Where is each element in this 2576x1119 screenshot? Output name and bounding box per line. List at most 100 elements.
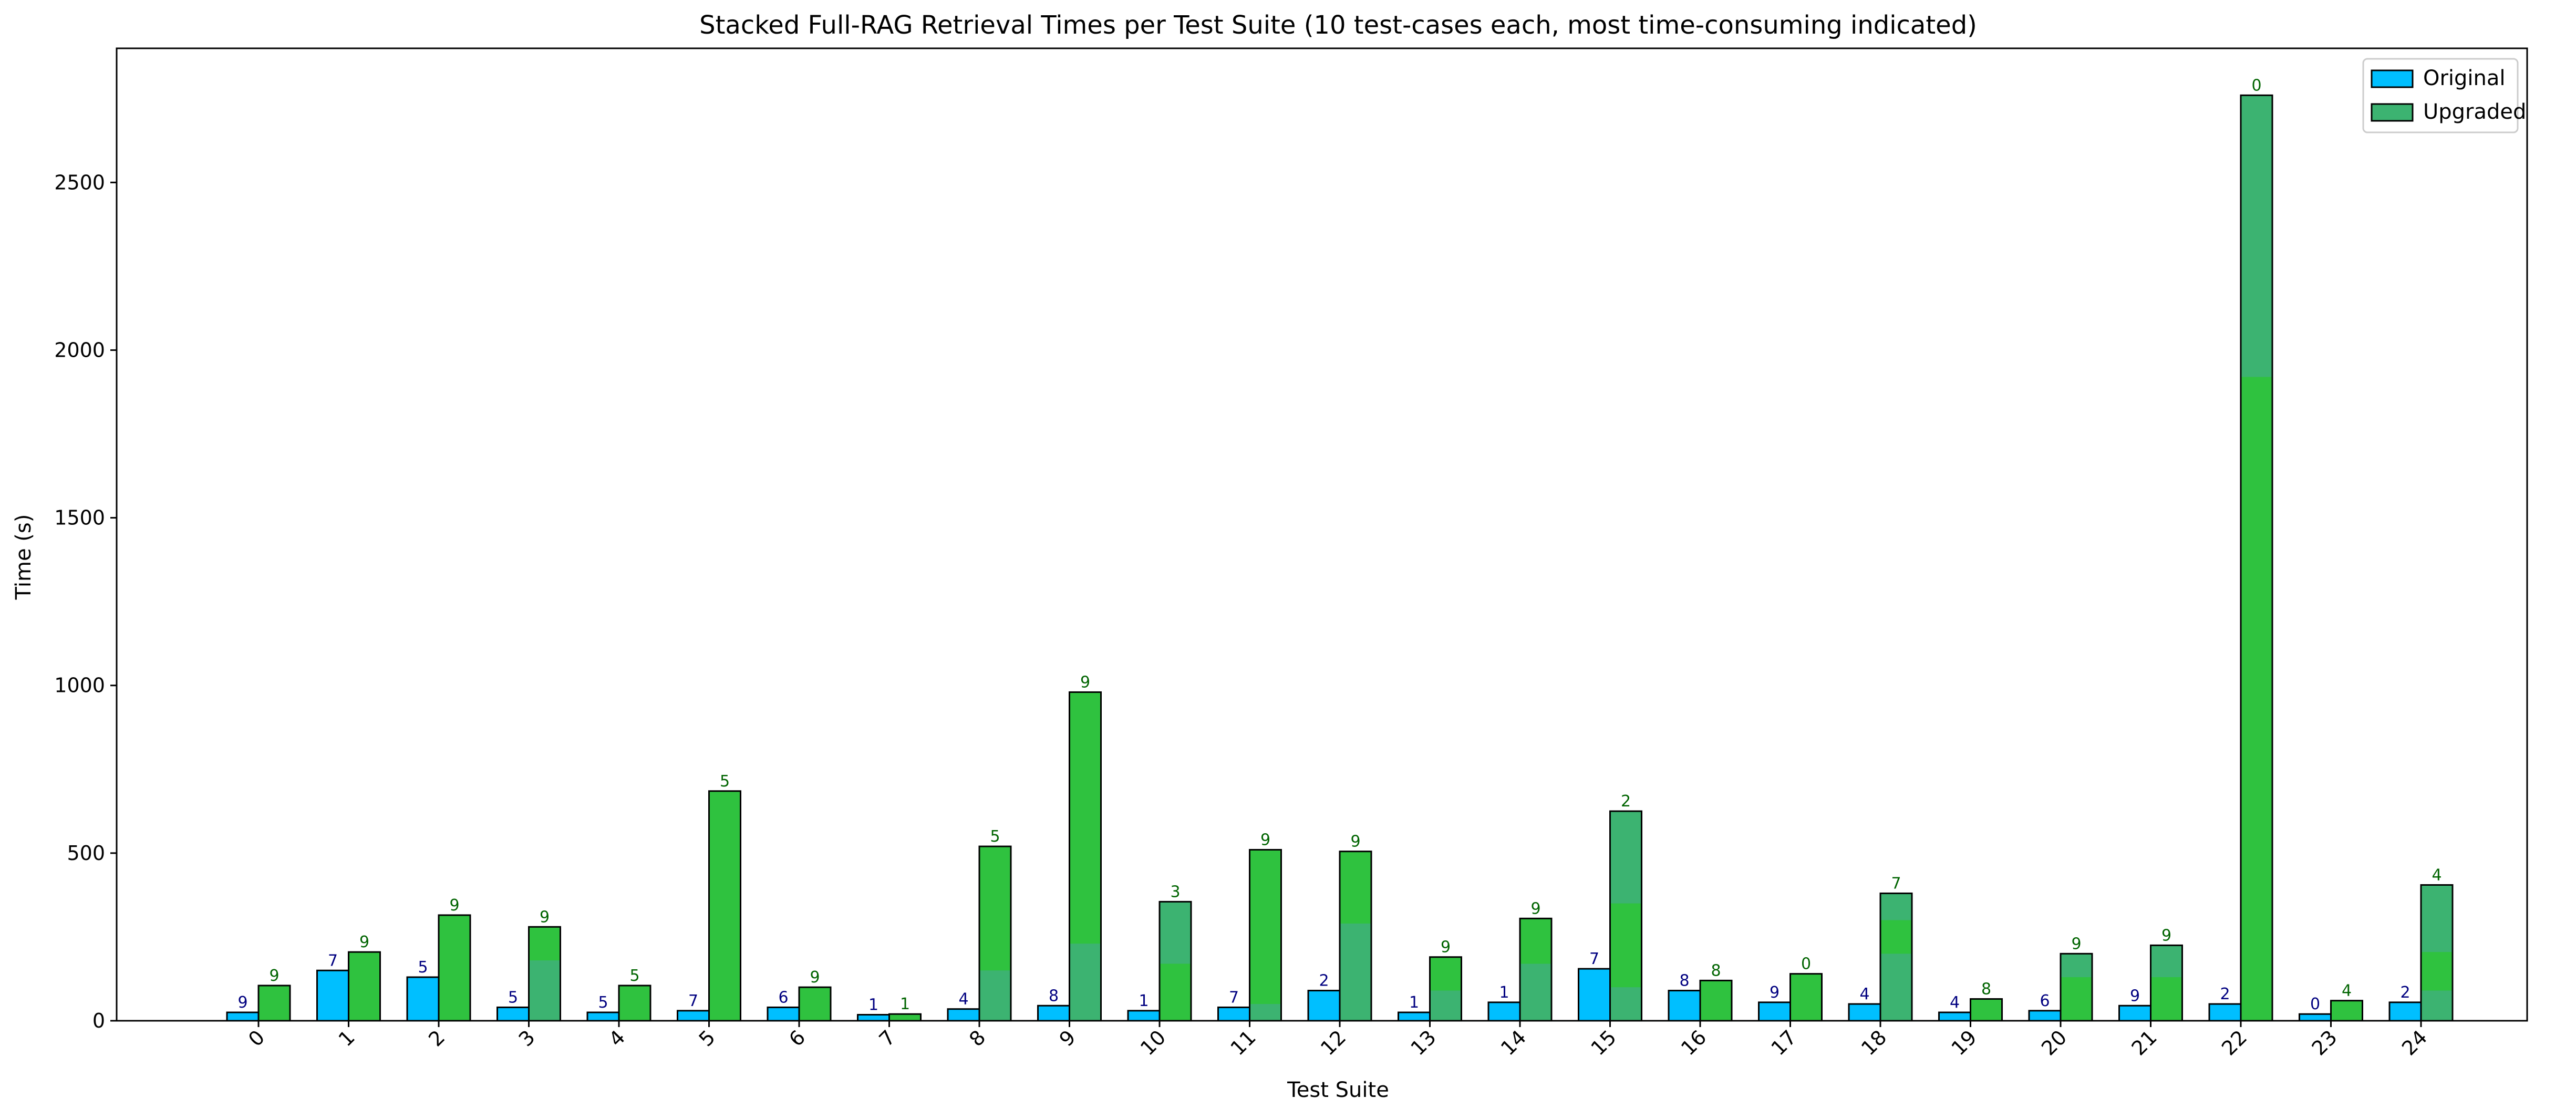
bar-upgraded-max-segment-12 [1340, 851, 1371, 924]
bar-upgraded-max-segment-22 [2241, 377, 2272, 1021]
bar-upgraded-max-segment-18 [1880, 920, 1912, 954]
bar-label-original-1: 7 [328, 951, 338, 970]
bar-label-upgraded-14: 9 [1530, 899, 1540, 918]
bar-label-original-8: 4 [958, 990, 968, 1009]
bar-upgraded-max-segment-0 [258, 985, 290, 1021]
bar-upgraded-max-segment-16 [1700, 980, 1732, 1021]
legend-swatch-original [2371, 69, 2414, 88]
bar-upgraded-max-segment-15 [1610, 903, 1642, 988]
bar-label-original-2: 5 [418, 958, 428, 977]
bar-label-upgraded-9: 9 [1080, 673, 1090, 691]
y-tick-label-2500: 2500 [54, 171, 105, 194]
bar-upgraded-max-segment-20 [2061, 977, 2092, 1021]
bar-original-16 [1668, 990, 1701, 1022]
bar-label-original-7: 1 [868, 996, 878, 1014]
bar-label-upgraded-3: 9 [540, 908, 550, 926]
bar-upgraded-max-segment-1 [348, 952, 380, 1021]
bar-label-upgraded-12: 9 [1350, 833, 1360, 851]
bar-original-23 [2299, 1013, 2332, 1022]
bar-label-upgraded-8: 5 [990, 827, 1000, 846]
legend-swatch-upgraded [2371, 103, 2414, 122]
bar-upgraded-max-segment-5 [709, 791, 741, 1021]
bar-upgraded-max-segment-7 [889, 1014, 921, 1021]
bar-label-original-22: 2 [2220, 985, 2230, 1003]
bar-original-18 [1848, 1003, 1881, 1022]
bar-upgraded-18 [1880, 893, 1912, 1021]
bar-label-upgraded-1: 9 [359, 933, 369, 951]
bar-upgraded-max-segment-14 [1520, 918, 1551, 964]
y-tick-label-2000: 2000 [54, 338, 105, 361]
bar-upgraded-max-segment-21 [2150, 977, 2182, 1021]
bar-original-8 [947, 1008, 980, 1022]
bar-original-21 [2118, 1004, 2151, 1022]
bar-original-0 [226, 1011, 260, 1022]
bar-original-24 [2388, 1001, 2422, 1022]
bar-original-9 [1037, 1004, 1070, 1022]
bar-upgraded-max-segment-24 [2421, 952, 2453, 991]
bar-original-11 [1217, 1006, 1250, 1022]
bar-label-upgraded-19: 8 [1981, 980, 1991, 999]
bar-original-1 [316, 969, 349, 1022]
bar-upgraded-max-segment-9 [1069, 692, 1101, 944]
bar-label-original-18: 4 [1859, 985, 1869, 1003]
bar-label-original-13: 1 [1409, 993, 1419, 1012]
plot-frame [116, 47, 2528, 1022]
bar-label-original-0: 9 [237, 993, 247, 1012]
bar-label-upgraded-5: 5 [720, 772, 730, 791]
bar-label-upgraded-4: 5 [629, 967, 639, 985]
bars-layer [226, 94, 2454, 1022]
bar-original-7 [857, 1014, 890, 1022]
bar-upgraded-max-segment-17 [1790, 973, 1822, 1021]
bar-upgraded-max-segment-23 [2331, 1000, 2363, 1021]
bar-original-12 [1307, 990, 1341, 1022]
bar-upgraded-max-segment-13 [1430, 957, 1462, 991]
y-tick-label-1500: 1500 [54, 506, 105, 530]
bar-label-original-6: 6 [778, 988, 788, 1007]
bar-label-original-21: 9 [2130, 987, 2140, 1005]
bar-original-14 [1487, 1001, 1521, 1022]
bar-label-original-14: 1 [1499, 983, 1509, 1002]
bar-original-6 [767, 1006, 800, 1022]
bar-label-original-17: 9 [1770, 983, 1780, 1002]
bar-label-upgraded-13: 9 [1441, 938, 1451, 957]
bar-label-original-4: 5 [598, 993, 608, 1012]
bar-label-upgraded-22: 0 [2251, 76, 2261, 95]
bar-label-upgraded-10: 3 [1170, 883, 1180, 901]
bar-label-upgraded-11: 9 [1260, 831, 1270, 849]
bar-original-13 [1398, 1011, 1431, 1022]
bar-upgraded-max-segment-3 [529, 927, 561, 961]
bar-label-original-16: 8 [1679, 972, 1689, 990]
legend-label-upgraded: Upgraded [2423, 100, 2526, 124]
bar-upgraded-max-segment-19 [1970, 999, 2002, 1021]
bar-original-19 [1938, 1011, 1971, 1022]
bar-original-20 [2028, 1010, 2062, 1022]
bar-label-original-12: 2 [1319, 972, 1329, 990]
bar-label-original-24: 2 [2400, 983, 2410, 1002]
bar-label-original-19: 4 [1950, 993, 1960, 1012]
bar-original-15 [1578, 968, 1611, 1022]
bar-label-upgraded-23: 4 [2342, 982, 2352, 1000]
x-axis-label: Test Suite [1287, 1078, 1389, 1102]
bar-label-upgraded-15: 2 [1621, 792, 1631, 811]
bar-upgraded-max-segment-2 [439, 915, 470, 1021]
y-axis-label: Time (s) [12, 514, 36, 600]
bar-original-22 [2208, 1003, 2242, 1022]
bar-upgraded-max-segment-6 [799, 987, 831, 1021]
bar-label-upgraded-17: 0 [1801, 955, 1811, 973]
bar-label-upgraded-21: 9 [2161, 926, 2171, 945]
bar-upgraded-max-segment-10 [1160, 963, 1191, 1021]
y-tick-label-1000: 1000 [54, 674, 105, 697]
bar-label-upgraded-24: 4 [2432, 866, 2441, 884]
bar-label-upgraded-20: 9 [2071, 935, 2081, 953]
bar-original-3 [496, 1006, 530, 1022]
bar-labels-layer: 9 9 7 9 5 9 5 9 5 5 7 5 6 9 1 1 4 5 8 9 1 3 7 9 2 9 1 9 1 9 7 2 8 8 9 0 4 7 4 8… [237, 76, 2441, 1014]
bar-label-upgraded-7: 1 [900, 995, 910, 1013]
bar-upgraded-max-segment-8 [979, 846, 1011, 971]
legend: Original Upgraded [2362, 58, 2526, 133]
bar-original-5 [677, 1010, 710, 1022]
bar-label-original-15: 7 [1589, 950, 1599, 968]
bar-upgraded-max-segment-4 [619, 985, 650, 1021]
bar-label-original-23: 0 [2310, 995, 2320, 1013]
